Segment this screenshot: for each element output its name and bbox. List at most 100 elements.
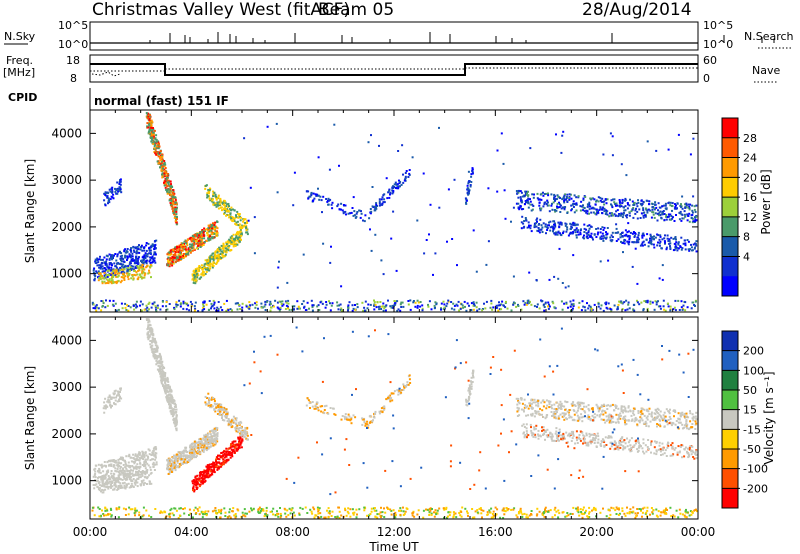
power-echo xyxy=(227,245,230,248)
velocity-echo xyxy=(112,479,115,482)
velocity-echo xyxy=(119,457,122,460)
power-echo xyxy=(663,213,666,215)
power-echo xyxy=(408,172,411,175)
velocity-echo xyxy=(118,472,121,475)
power-echo xyxy=(234,302,237,305)
power-echo xyxy=(174,200,177,203)
power-echo xyxy=(642,240,645,243)
power-echo xyxy=(461,304,464,307)
power-echo xyxy=(222,251,224,254)
velocity-echo xyxy=(138,453,141,456)
power-echo xyxy=(174,198,177,201)
velocity-echo xyxy=(152,465,155,468)
power-echo xyxy=(288,308,291,311)
velocity-echo xyxy=(176,461,179,464)
power-echo xyxy=(694,242,697,245)
power-echo xyxy=(386,197,389,200)
power-echo xyxy=(627,303,630,306)
power-echo xyxy=(587,204,590,207)
velocity-echo xyxy=(129,465,132,467)
power-echo xyxy=(197,266,200,269)
power-echo xyxy=(161,153,164,156)
power-echo xyxy=(633,303,636,306)
power-echo xyxy=(163,181,166,184)
power-echo xyxy=(391,192,394,195)
velocity-echo xyxy=(154,349,157,352)
power-echo xyxy=(468,304,470,307)
power-echo xyxy=(340,285,343,288)
power-echo xyxy=(627,222,630,225)
power-echo xyxy=(563,208,566,211)
power-echo xyxy=(585,236,588,239)
power-echo xyxy=(212,224,214,227)
power-echo xyxy=(175,305,178,308)
power-echo xyxy=(644,207,647,210)
power-echo xyxy=(542,205,545,208)
power-echo xyxy=(634,212,637,215)
power-echo xyxy=(175,221,178,224)
power-echo xyxy=(536,220,538,223)
power-echo xyxy=(679,210,682,213)
velocity-echo xyxy=(144,458,147,461)
power-echo xyxy=(695,244,698,247)
power-echo xyxy=(583,223,586,226)
power-echo xyxy=(521,215,524,218)
power-echo xyxy=(174,250,177,253)
power-echo xyxy=(150,306,153,309)
power-echo xyxy=(118,183,121,185)
velocity-echo xyxy=(133,462,136,465)
power-echo xyxy=(281,304,284,307)
velocity-echo xyxy=(123,469,126,472)
power-echo xyxy=(694,218,697,221)
power-echo xyxy=(571,226,573,229)
power-echo xyxy=(686,306,689,309)
power-echo xyxy=(225,241,228,244)
power-echo xyxy=(326,200,329,203)
power-echo xyxy=(195,274,198,277)
power-echo xyxy=(549,226,552,229)
power-echo xyxy=(399,185,401,188)
power-echo xyxy=(211,263,214,266)
power-echo xyxy=(217,204,219,207)
power-echo xyxy=(560,207,563,210)
power-echo xyxy=(421,304,424,307)
power-echo xyxy=(231,219,234,222)
power-echo xyxy=(347,212,350,215)
velocity-echo xyxy=(98,484,101,487)
velocity-echo xyxy=(196,450,199,453)
velocity-echo xyxy=(140,480,143,483)
power-echo xyxy=(538,231,541,234)
velocity-echo xyxy=(141,472,144,475)
power-echo xyxy=(599,206,602,209)
power-echo xyxy=(108,266,110,269)
power-echo xyxy=(150,135,153,138)
power-echo xyxy=(602,200,605,203)
velocity-echo xyxy=(195,455,198,457)
power-echo xyxy=(577,229,580,232)
power-echo xyxy=(181,246,184,249)
velocity-echo xyxy=(152,337,155,340)
power-echo xyxy=(222,255,225,258)
power-echo xyxy=(571,303,574,306)
power-echo xyxy=(214,203,217,206)
power-echo xyxy=(456,304,459,307)
power-echo xyxy=(363,220,366,223)
power-echo xyxy=(169,180,172,183)
power-echo xyxy=(610,212,613,215)
power-echo xyxy=(522,300,525,303)
power-echo xyxy=(628,204,631,207)
power-echo xyxy=(352,214,355,217)
velocity-echo xyxy=(141,481,144,484)
power-echo xyxy=(201,229,204,231)
power-echo xyxy=(239,228,242,231)
velocity-echo xyxy=(105,470,108,473)
power-echo xyxy=(221,201,223,204)
power-echo xyxy=(673,242,676,245)
power-echo xyxy=(602,153,605,156)
power-echo xyxy=(233,209,236,212)
velocity-echo xyxy=(113,473,116,476)
power-echo xyxy=(176,304,179,306)
velocity-echo xyxy=(173,461,176,464)
velocity-echo xyxy=(178,457,181,460)
velocity-echo xyxy=(177,451,180,454)
